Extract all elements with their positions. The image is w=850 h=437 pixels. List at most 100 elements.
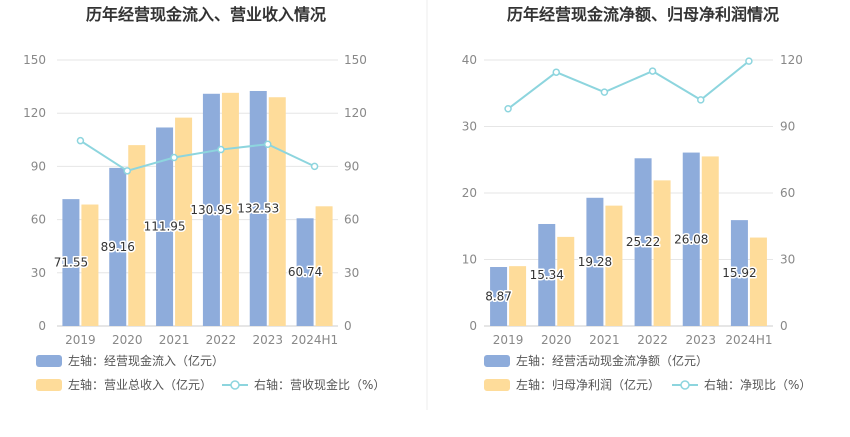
chart-title-left: 历年经营现金流入、营业收入情况 — [86, 5, 326, 24]
bar-secondary — [509, 266, 527, 326]
ratio-point — [310, 162, 319, 171]
ratio-point — [504, 105, 512, 113]
legend-swatch — [36, 379, 62, 391]
grid-left — [57, 59, 338, 327]
bar-primary — [730, 220, 748, 326]
y-left-tick-label: 60 — [31, 213, 46, 227]
y-right-tick-label: 30 — [780, 253, 795, 267]
bar-data-label: 26.08 — [674, 232, 708, 246]
legend-item-left-0[interactable]: 左轴：经营现金流入（亿元） — [36, 353, 224, 368]
y-right-tick-label: 0 — [780, 319, 788, 333]
ratio-point — [648, 67, 657, 75]
legend-swatch — [484, 355, 510, 367]
y-right-tick-label: 90 — [780, 120, 795, 134]
ratio-point — [170, 153, 178, 162]
x-tick-label: 2021 — [589, 333, 620, 347]
bar-primary — [682, 152, 700, 326]
ratio-point — [123, 167, 131, 175]
bar-secondary — [653, 180, 671, 326]
y-left-tick-label: 20 — [462, 186, 477, 200]
x-tick-label: 2023 — [252, 333, 283, 347]
legend-label: 左轴：营业总收入（亿元） — [68, 377, 212, 392]
legend-item-left-1[interactable]: 左轴：营业总收入（亿元） — [36, 377, 212, 392]
legend-item-right-1[interactable]: 左轴：归母净利润（亿元） — [484, 377, 660, 392]
legend-item-left-2[interactable]: 右轴：营收现金比（%） — [222, 377, 385, 392]
line-left — [76, 136, 319, 175]
y-left-tick-label: 150 — [23, 53, 46, 67]
x-tick-label: 2019 — [493, 333, 524, 347]
x-tick-label: 2020 — [112, 333, 143, 347]
bar-primary — [296, 218, 314, 326]
bar-secondary — [81, 204, 99, 326]
y-right-tick-label: 30 — [344, 266, 359, 280]
bar-data-label: 15.92 — [722, 266, 756, 280]
y-right-tick-label: 90 — [344, 159, 359, 173]
x-tick-label: 2021 — [159, 333, 190, 347]
legend-swatch — [36, 355, 62, 367]
legend-label: 左轴：经营活动现金流净额（亿元） — [516, 353, 708, 368]
ratio-line — [79, 139, 316, 172]
ratio-point — [217, 145, 225, 154]
bar-primary — [586, 197, 604, 326]
bar-primary — [249, 90, 267, 326]
legend-swatch — [484, 379, 510, 391]
bar-secondary — [221, 92, 239, 326]
y-left-tick-label: 40 — [462, 53, 477, 67]
legend-label: 右轴：净现比（%） — [704, 377, 811, 392]
legend-item-right-0[interactable]: 左轴：经营活动现金流净额（亿元） — [484, 353, 708, 368]
y-left-tick-label: 0 — [38, 319, 46, 333]
bar-secondary — [605, 205, 623, 326]
bar-data-label: 130.95 — [190, 203, 232, 217]
legend-label: 左轴：归母净利润（亿元） — [516, 377, 660, 392]
x-tick-label: 2020 — [541, 333, 572, 347]
y-right-tick-label: 120 — [344, 106, 367, 120]
y-left-tick-label: 10 — [462, 253, 477, 267]
y-left-tick-label: 30 — [462, 120, 477, 134]
bar-primary — [156, 127, 174, 326]
y-right-tick-label: 60 — [780, 186, 795, 200]
ratio-point — [697, 96, 705, 104]
bar-data-label: 15.34 — [530, 268, 564, 282]
axes-left: 0 30 60 90 120 150 0 30 60 90 120 150 2019 2020 2021 20… — [23, 53, 367, 347]
y-right-tick-label: 0 — [344, 319, 352, 333]
data-labels-left: 71.55 89.16 111.95 130.95 132.53 60.74 — [52, 200, 324, 281]
bar-secondary — [175, 117, 193, 326]
legend-right[interactable]: 左轴：经营活动现金流净额（亿元） 左轴：归母净利润（亿元） 右轴：净现比（%） — [484, 353, 811, 392]
bar-data-label: 111.95 — [144, 220, 186, 234]
x-tick-label: 2024H1 — [725, 333, 772, 347]
x-tick-label: 2023 — [685, 333, 716, 347]
y-right-tick-label: 120 — [780, 53, 803, 67]
bar-data-label: 25.22 — [626, 235, 660, 249]
y-right-tick-label: 150 — [344, 53, 367, 67]
bar-data-label: 60.74 — [288, 265, 322, 279]
legend-marker — [230, 380, 240, 390]
chart-title-right: 历年经营现金流净额、归母净利润情况 — [507, 5, 779, 24]
legend-label: 左轴：经营现金流入（亿元） — [68, 353, 224, 368]
bar-primary — [109, 167, 127, 326]
axes-right: 0 10 20 30 40 0 30 60 90 120 2019 2020 2021 2022 2023 2… — [462, 53, 803, 347]
bar-secondary — [128, 145, 146, 326]
y-left-tick-label: 0 — [469, 319, 477, 333]
bar-primary — [634, 158, 652, 326]
grid-right — [484, 59, 773, 327]
bar-secondary — [701, 156, 719, 326]
legend-item-right-2[interactable]: 右轴：净现比（%） — [672, 377, 811, 392]
bar-secondary — [315, 206, 333, 326]
legend-left[interactable]: 左轴：经营现金流入（亿元） 左轴：营业总收入（亿元） 右轴：营收现金比（%） — [36, 353, 385, 392]
bar-secondary — [749, 237, 767, 326]
bar-primary — [62, 199, 80, 326]
legend-marker — [680, 380, 690, 390]
ratio-point — [745, 57, 753, 65]
bar-data-label: 71.55 — [54, 256, 88, 270]
x-tick-label: 2024H1 — [291, 333, 338, 347]
y-left-tick-label: 120 — [23, 106, 46, 120]
bar-secondary — [268, 97, 286, 327]
bar-secondary — [557, 236, 575, 326]
x-tick-label: 2022 — [637, 333, 668, 347]
ratio-point — [264, 140, 272, 148]
bar-data-label: 132.53 — [237, 201, 279, 215]
line-right — [504, 57, 753, 113]
bar-data-label: 8.87 — [485, 290, 512, 304]
